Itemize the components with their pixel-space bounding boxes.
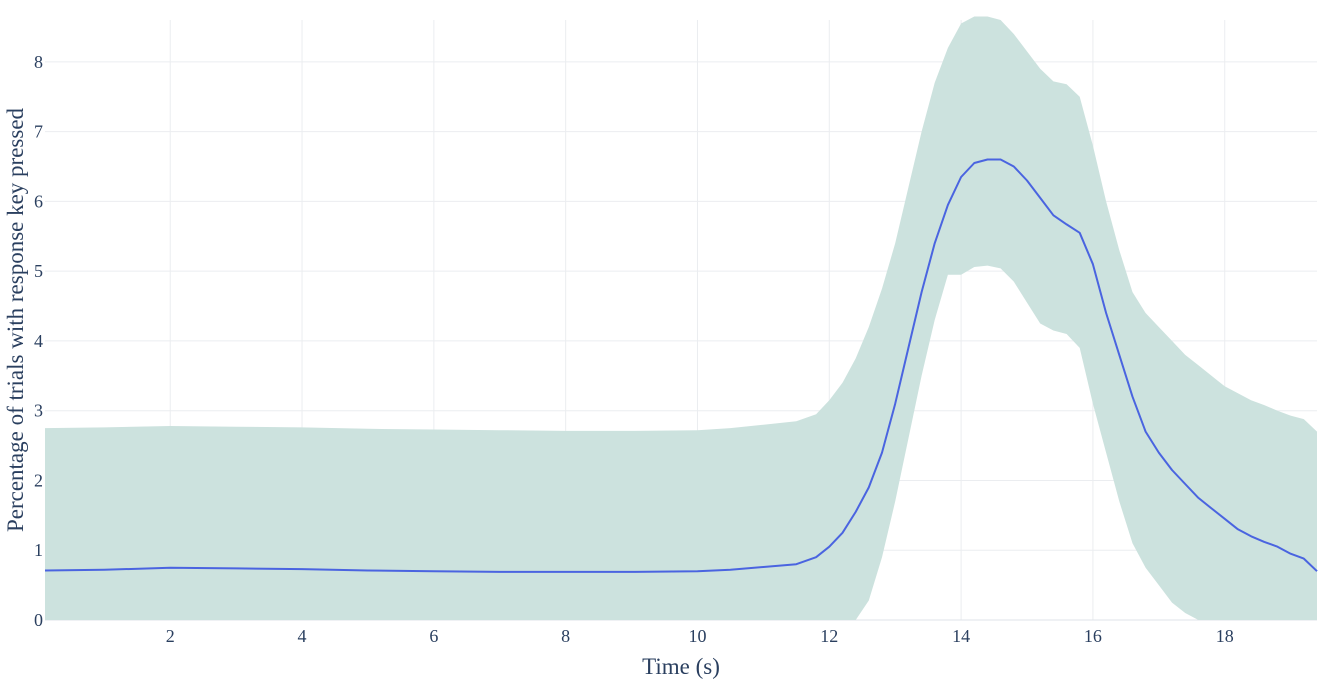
y-tick-label: 1 <box>34 540 43 560</box>
x-tick-label: 2 <box>166 626 175 646</box>
y-axis-ticks: 0 1 2 3 4 5 6 7 8 <box>34 52 43 630</box>
y-tick-label: 5 <box>34 261 43 281</box>
x-tick-label: 12 <box>820 626 838 646</box>
y-tick-label: 8 <box>34 52 43 72</box>
x-tick-label: 14 <box>952 626 970 646</box>
y-tick-label: 0 <box>34 610 43 630</box>
confidence-band <box>45 16 1317 620</box>
x-tick-label: 18 <box>1216 626 1234 646</box>
mean-line <box>44 158 1318 573</box>
confidence-band-area <box>45 16 1317 620</box>
x-tick-label: 16 <box>1084 626 1102 646</box>
x-tick-label: 8 <box>561 626 570 646</box>
y-tick-label: 7 <box>34 122 43 142</box>
y-tick-label: 3 <box>34 401 43 421</box>
x-axis-ticks: 2 4 6 8 10 12 14 16 18 <box>166 626 1234 646</box>
x-axis-title: Time (s) <box>642 654 720 679</box>
series-lines <box>44 158 1318 573</box>
y-axis-title: Percentage of trials with response key p… <box>3 107 28 532</box>
x-tick-label: 6 <box>429 626 438 646</box>
x-tick-label: 4 <box>298 626 307 646</box>
y-tick-label: 4 <box>34 331 43 351</box>
y-tick-label: 2 <box>34 470 43 490</box>
x-tick-label: 10 <box>688 626 706 646</box>
y-tick-label: 6 <box>34 191 43 211</box>
